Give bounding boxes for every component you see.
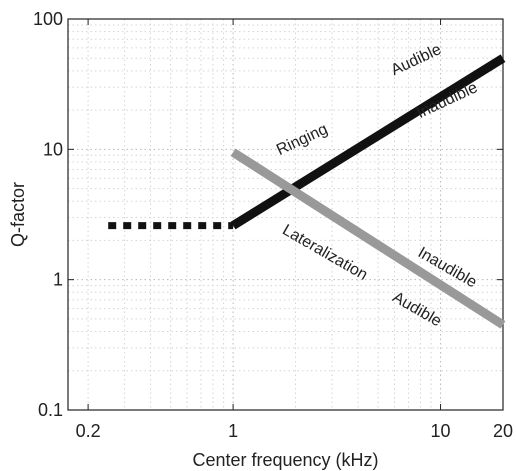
annotation-label: Audible bbox=[390, 289, 445, 330]
annotation-label: Inaudible bbox=[414, 79, 480, 122]
series-line-ringing bbox=[230, 54, 506, 230]
tick-layer: 0.2 1 10 20 0.1 1 10 100 bbox=[33, 9, 513, 441]
y-axis-label: Q-factor bbox=[8, 182, 28, 247]
y-tick-label: 10 bbox=[43, 139, 63, 159]
grid-layer bbox=[68, 18, 504, 411]
series-line-lateralization bbox=[230, 148, 506, 329]
y-tick-label: 1 bbox=[53, 270, 63, 290]
x-tick-label: 0.2 bbox=[76, 421, 101, 441]
y-tick-label: 0.1 bbox=[38, 400, 63, 420]
annotation-label: Ringing bbox=[274, 121, 330, 159]
x-axis-label: Center frequency (kHz) bbox=[192, 450, 378, 470]
x-tick-label: 20 bbox=[493, 421, 513, 441]
x-tick-label: 1 bbox=[228, 421, 238, 441]
x-tick-label: 10 bbox=[431, 421, 451, 441]
plot-frame bbox=[67, 18, 504, 411]
y-tick-label: 100 bbox=[33, 9, 63, 29]
annotation-label: Audible bbox=[388, 41, 444, 79]
series-layer bbox=[108, 54, 506, 329]
